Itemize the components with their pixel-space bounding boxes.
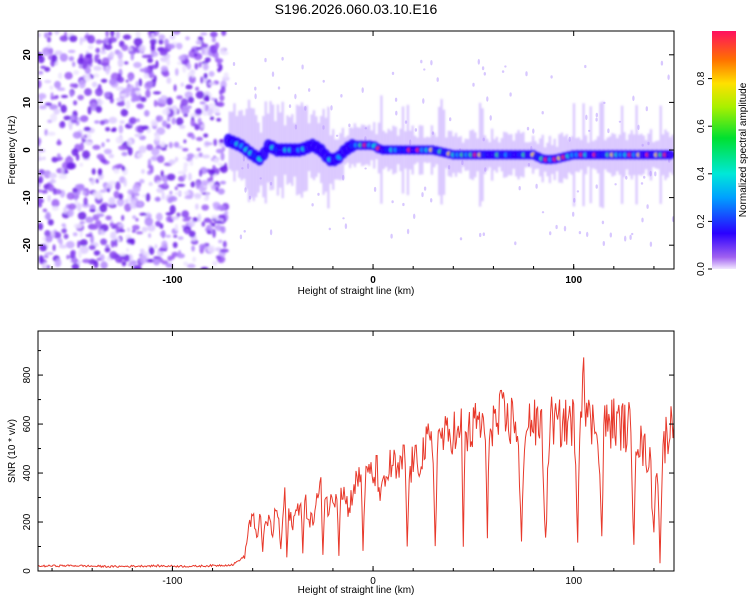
- spectrogram-ylabel: Frequency (Hz): [7, 116, 18, 185]
- snr-ytick-label: 600: [22, 415, 33, 432]
- colorbar-tick-label: 0.8: [696, 71, 707, 85]
- snr-ytick-label: 0: [22, 568, 33, 574]
- spectrogram-xlabel: Height of straight line (km): [298, 286, 415, 297]
- snr-xtick-label: 0: [370, 576, 376, 587]
- colorbar-ticks: 0.0 0.2 0.4 0.6 0.8: [696, 71, 712, 276]
- colorbar-tick-label: 0.2: [696, 214, 707, 228]
- snr-frame: [37, 330, 675, 572]
- snr-ytick-label: 400: [22, 464, 33, 481]
- snr-series-line: [38, 357, 674, 569]
- spectrogram-xtick-label: -100: [162, 275, 182, 286]
- spectrogram-xtick-label: 0: [370, 275, 376, 286]
- noise-region: [38, 31, 230, 269]
- colorbar-tick-label: 0.4: [696, 166, 707, 180]
- colorbar: 0.0 0.2 0.4 0.6 0.8 Normalized spectral ampl…: [696, 31, 749, 276]
- figure-title: S196.2026.060.03.10.E16: [275, 1, 438, 17]
- colorbar-gradient: [712, 31, 736, 269]
- colorbar-tick-label: 0.0: [696, 262, 707, 276]
- spectrogram-ytick-label: 0: [22, 147, 33, 153]
- spectrogram-ytick-label: -20: [22, 238, 33, 253]
- spectrogram-ytick-label: -10: [22, 190, 33, 205]
- spectrogram-xtick-label: 100: [565, 275, 582, 286]
- frequency-ridge: [223, 95, 674, 209]
- snr-xtick-label: 100: [565, 576, 582, 587]
- snr-ytick-label: 800: [22, 366, 33, 383]
- colorbar-label: Normalized spectral amplitude: [738, 82, 749, 217]
- snr-ylabel: SNR (10 * v/v): [7, 419, 18, 483]
- snr-xlabel: Height of straight line (km): [298, 585, 415, 596]
- snr-panel: -100 0 100 0 200 400 600 800 Height of straight…: [7, 330, 675, 596]
- spectrogram-ytick-label: 20: [22, 49, 33, 61]
- colorbar-tick-label: 0.6: [696, 119, 707, 133]
- spectrogram-ytick-label: 10: [22, 96, 33, 108]
- snr-ytick-label: 200: [22, 513, 33, 530]
- snr-ticks: -100 0 100 0 200 400 600 800: [22, 331, 674, 587]
- snr-xtick-label: -100: [162, 576, 182, 587]
- spectrogram-heatmap: [38, 31, 674, 269]
